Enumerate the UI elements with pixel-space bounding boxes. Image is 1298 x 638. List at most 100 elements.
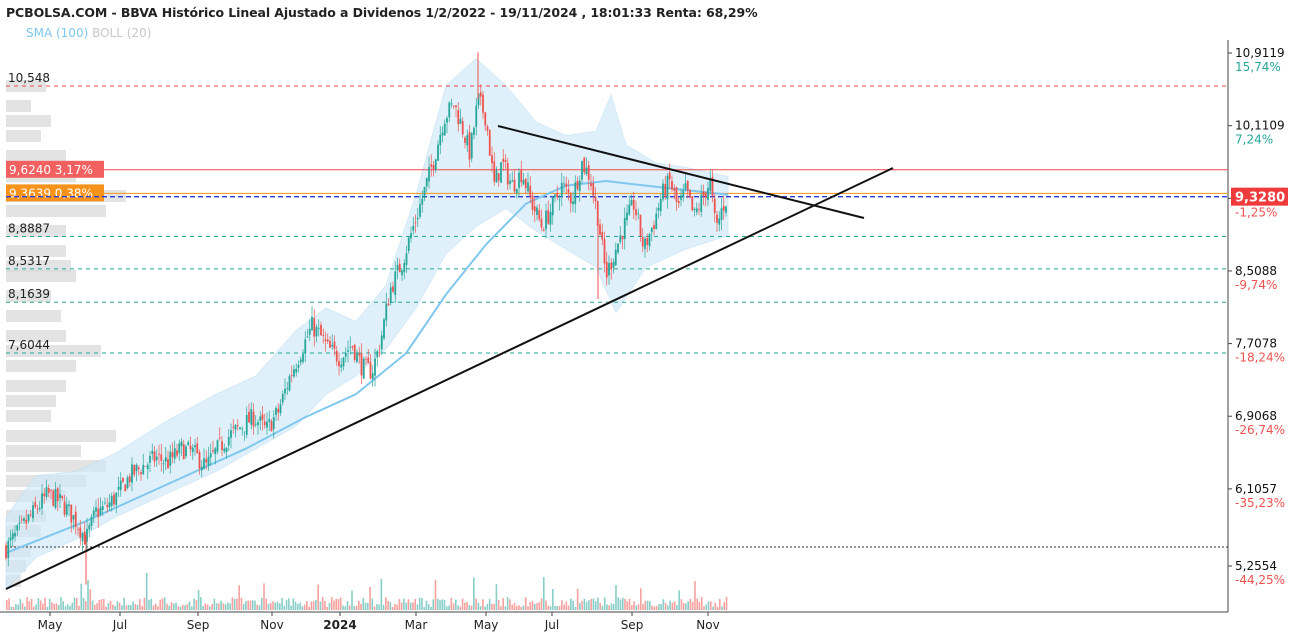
candle-body [626,213,628,221]
candle-body [491,155,493,163]
volume-bar [685,604,687,610]
volume-bar [114,606,116,610]
volume-bar [331,597,333,610]
candle-body [520,170,522,182]
candle-body [718,218,720,224]
volume-bar [717,607,719,610]
y-tick-price: 6,1057 [1235,482,1277,496]
candle-body [190,446,192,450]
volume-bar [597,598,599,610]
volume-profile-bar [6,410,51,422]
candle-body [394,271,396,295]
volume-bar [360,604,362,610]
candle-body [169,452,171,466]
volume-bar [511,605,513,610]
volume-bars [6,573,727,610]
candle-body [10,537,12,540]
candle-body [59,494,61,498]
candle-body [34,502,36,507]
volume-bar [460,607,462,610]
candle-body [237,425,239,426]
candle-body [529,186,531,196]
x-tick-label: May [38,618,63,632]
candle-body [511,181,513,182]
candle-body [79,527,81,537]
volume-bar [119,603,121,610]
volume-bar [394,604,396,610]
x-tick-label: Nov [260,618,283,632]
candle-body [487,126,489,130]
volume-bar [126,605,128,610]
volume-profile-bar [6,150,66,162]
candle-body [93,510,95,516]
candle-body [673,188,675,190]
candle-body [66,504,68,514]
candle-body [133,465,135,475]
candle-body [716,215,718,223]
volume-bar [563,605,565,610]
candle-body [707,188,709,200]
volume-bar [42,604,44,610]
candle-body [147,465,149,469]
candle-body [156,457,158,460]
volume-bar [85,601,87,610]
volume-bar [83,598,85,610]
volume-bar [514,603,516,610]
volume-bar [367,603,369,610]
candle-body [39,508,41,509]
volume-bar [150,599,152,610]
candle-body [563,184,565,185]
volume-bar [428,604,430,610]
volume-bar [410,603,412,610]
candle-body [518,173,520,188]
y-tick-pct: -9,74% [1235,278,1277,292]
volume-bar [71,603,73,610]
candle-body [284,389,286,394]
volume-bar [164,597,166,610]
candle-body [329,341,331,348]
candle-body [347,350,349,352]
candle-body [268,419,270,422]
volume-bar [78,606,80,610]
volume-bar [548,606,550,610]
volume-bar [478,603,480,610]
volume-bar [6,600,8,610]
volume-bar [40,600,42,610]
candle-body [113,494,115,504]
candle-body [430,164,432,167]
candle-body [12,533,14,539]
volume-bar [390,602,392,610]
volume-bar [469,605,471,610]
volume-bar [245,601,247,610]
volume-bar [311,602,313,610]
volume-bar [507,597,509,610]
candle-body [401,270,403,275]
volume-bar [471,606,473,610]
volume-bar [200,597,202,610]
candle-body [417,218,419,219]
volume-bar [674,601,676,610]
volume-bar [358,601,360,610]
candle-body [385,304,387,321]
volume-bar [376,604,378,610]
volume-bar [491,604,493,610]
candle-body [176,450,178,455]
volume-bar [281,598,283,610]
candle-body [446,118,448,123]
volume-bar [617,597,619,610]
volume-bar [387,601,389,610]
x-tick-label: Jul [544,618,559,632]
volume-bar [243,604,245,610]
x-tick-label: Sep [187,618,210,632]
y-tick-price: 5,2554 [1235,559,1277,573]
y-tick-pct: -1,25% [1235,205,1277,219]
candle-body [633,200,635,210]
candle-body [160,454,162,461]
candle-body [653,225,655,229]
volume-bar [654,607,656,610]
candle-body [705,192,707,197]
candle-body [550,212,552,225]
candle-body [412,226,414,230]
volume-bar [444,600,446,610]
